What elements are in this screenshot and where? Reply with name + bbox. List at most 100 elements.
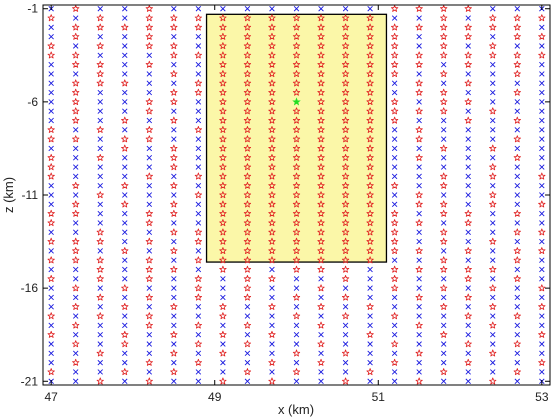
cross-point bbox=[440, 80, 447, 86]
cross-point bbox=[465, 322, 471, 329]
star-point bbox=[489, 163, 497, 171]
cross-point bbox=[391, 164, 398, 170]
cross-point bbox=[391, 15, 398, 21]
star-point bbox=[194, 79, 202, 87]
star-point bbox=[489, 144, 497, 152]
cross-point bbox=[122, 89, 128, 96]
cross-point bbox=[171, 285, 177, 291]
star-point bbox=[72, 23, 80, 31]
star-point bbox=[391, 312, 399, 320]
star-point bbox=[513, 23, 521, 31]
star-point bbox=[366, 172, 374, 180]
star-point bbox=[317, 14, 325, 22]
cross-point bbox=[122, 173, 128, 180]
cross-point bbox=[146, 201, 153, 208]
cross-point bbox=[195, 6, 202, 12]
star-point bbox=[489, 51, 497, 59]
cross-point bbox=[367, 276, 373, 282]
star-point bbox=[121, 135, 129, 143]
cross-point bbox=[367, 285, 373, 291]
cross-point bbox=[514, 359, 521, 366]
cross-point bbox=[269, 294, 275, 301]
star-point bbox=[219, 107, 227, 115]
star-point bbox=[464, 4, 472, 12]
cross-point bbox=[367, 322, 373, 329]
cross-point bbox=[72, 266, 79, 273]
star-point bbox=[341, 181, 350, 189]
cross-point bbox=[440, 220, 447, 226]
cross-point bbox=[416, 173, 422, 180]
cross-point bbox=[465, 136, 471, 142]
cross-point bbox=[539, 341, 545, 347]
star-point bbox=[219, 377, 227, 385]
star-point bbox=[317, 247, 325, 255]
star-point bbox=[243, 107, 252, 115]
star-point bbox=[317, 237, 325, 245]
cross-point bbox=[171, 108, 177, 114]
cross-point bbox=[220, 276, 226, 282]
star-point bbox=[243, 42, 252, 50]
cross-point bbox=[97, 99, 103, 105]
cross-point bbox=[171, 359, 177, 366]
star-point bbox=[538, 330, 546, 338]
star-point bbox=[391, 275, 399, 282]
star-point bbox=[170, 247, 178, 255]
star-point bbox=[72, 209, 80, 217]
cross-point bbox=[342, 359, 349, 366]
star-point bbox=[219, 144, 227, 152]
star-point bbox=[341, 42, 350, 50]
star-point bbox=[538, 247, 546, 255]
cross-point bbox=[269, 341, 275, 347]
star-point bbox=[243, 172, 252, 180]
star-point bbox=[170, 42, 178, 50]
cross-point bbox=[220, 359, 226, 366]
star-point bbox=[292, 293, 301, 301]
star-point bbox=[268, 51, 276, 59]
cross-point bbox=[465, 155, 471, 161]
cross-point bbox=[195, 117, 202, 124]
cross-point bbox=[490, 6, 496, 12]
cross-point bbox=[146, 341, 153, 347]
star-point bbox=[317, 32, 325, 40]
cross-point bbox=[514, 220, 521, 226]
cross-point bbox=[48, 89, 54, 96]
star-point bbox=[96, 14, 104, 22]
star-point bbox=[219, 237, 227, 245]
star-point bbox=[513, 60, 521, 68]
star-point bbox=[170, 349, 178, 357]
star-point bbox=[341, 312, 350, 320]
cross-point bbox=[391, 369, 398, 375]
star-point bbox=[513, 51, 521, 59]
star-point bbox=[72, 88, 80, 96]
cross-point bbox=[97, 285, 103, 291]
star-point bbox=[219, 265, 227, 273]
star-point bbox=[145, 293, 153, 301]
star-point bbox=[440, 70, 448, 78]
star-point bbox=[121, 284, 129, 292]
cross-point bbox=[48, 33, 54, 40]
cross-point bbox=[342, 322, 349, 329]
star-point bbox=[121, 302, 129, 310]
cross-point bbox=[490, 80, 496, 86]
star-point bbox=[513, 70, 521, 78]
star-point bbox=[489, 302, 497, 310]
star-point bbox=[243, 209, 252, 217]
cross-point bbox=[146, 350, 153, 357]
star-point bbox=[341, 153, 350, 161]
star-point bbox=[317, 340, 325, 348]
cross-point bbox=[440, 155, 447, 161]
cross-point bbox=[195, 108, 202, 114]
cross-point bbox=[391, 322, 398, 329]
cross-point bbox=[122, 359, 128, 366]
star-point bbox=[415, 88, 423, 96]
star-point bbox=[341, 275, 350, 282]
star-point bbox=[366, 368, 374, 376]
cross-point bbox=[465, 15, 471, 21]
star-point bbox=[145, 172, 153, 180]
star-point bbox=[440, 42, 448, 50]
star-point bbox=[464, 23, 472, 31]
star-point bbox=[440, 209, 448, 217]
cross-point bbox=[514, 127, 521, 133]
star-point bbox=[317, 358, 325, 366]
cross-point bbox=[440, 136, 447, 142]
